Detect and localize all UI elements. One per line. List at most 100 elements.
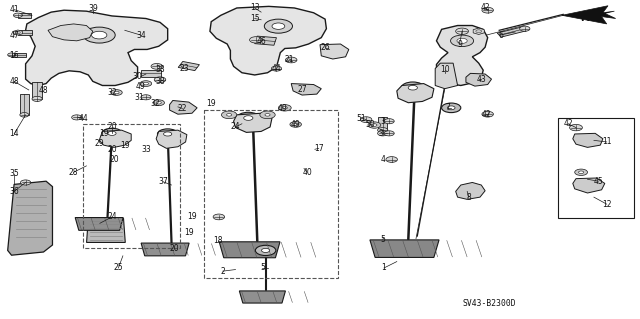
- Circle shape: [579, 171, 584, 174]
- Text: 38: 38: [155, 65, 165, 74]
- Text: 47: 47: [9, 31, 19, 40]
- Circle shape: [164, 132, 172, 136]
- Circle shape: [255, 245, 276, 256]
- Circle shape: [457, 38, 467, 43]
- Circle shape: [401, 82, 424, 93]
- Text: 24: 24: [107, 212, 117, 221]
- Circle shape: [278, 105, 291, 111]
- Circle shape: [282, 107, 287, 109]
- Text: 41: 41: [9, 5, 19, 14]
- Text: 49: 49: [291, 120, 301, 129]
- Text: 7: 7: [445, 103, 451, 112]
- Circle shape: [111, 90, 122, 95]
- Circle shape: [244, 116, 253, 120]
- Polygon shape: [573, 178, 605, 193]
- Polygon shape: [13, 30, 22, 35]
- Circle shape: [290, 122, 301, 127]
- Circle shape: [570, 124, 582, 131]
- Text: 16: 16: [9, 51, 19, 60]
- Text: 4: 4: [380, 155, 385, 164]
- Circle shape: [153, 100, 164, 106]
- Polygon shape: [48, 24, 93, 41]
- Text: 48: 48: [9, 77, 19, 86]
- Circle shape: [378, 131, 388, 136]
- Text: 44: 44: [78, 114, 88, 122]
- Polygon shape: [156, 130, 187, 148]
- Circle shape: [151, 63, 163, 69]
- Text: 44: 44: [271, 64, 282, 73]
- Circle shape: [83, 27, 115, 43]
- Circle shape: [250, 37, 262, 43]
- Circle shape: [156, 101, 161, 104]
- Polygon shape: [562, 6, 616, 24]
- Text: SV43-B2300D: SV43-B2300D: [463, 299, 516, 308]
- Polygon shape: [76, 218, 123, 230]
- Circle shape: [447, 106, 455, 110]
- Circle shape: [108, 131, 116, 135]
- Polygon shape: [573, 133, 603, 147]
- Text: 29: 29: [94, 139, 104, 148]
- Text: 49: 49: [136, 82, 146, 91]
- Text: 32: 32: [150, 99, 160, 108]
- Circle shape: [285, 57, 297, 63]
- Text: 36: 36: [9, 187, 19, 196]
- Text: 19: 19: [187, 212, 197, 221]
- Polygon shape: [473, 28, 484, 34]
- Circle shape: [378, 128, 388, 133]
- Text: 24: 24: [230, 122, 241, 131]
- Circle shape: [15, 31, 20, 34]
- Polygon shape: [26, 10, 168, 85]
- Polygon shape: [320, 44, 349, 59]
- Circle shape: [271, 66, 282, 71]
- Text: 19: 19: [206, 99, 216, 108]
- Polygon shape: [210, 6, 326, 75]
- Text: 49: 49: [278, 104, 288, 113]
- Polygon shape: [435, 63, 458, 89]
- Polygon shape: [32, 82, 42, 99]
- Text: 11: 11: [602, 137, 611, 146]
- Polygon shape: [239, 291, 285, 303]
- Polygon shape: [18, 13, 31, 18]
- Circle shape: [456, 28, 468, 34]
- Circle shape: [154, 77, 166, 83]
- Text: 22: 22: [178, 104, 187, 113]
- Polygon shape: [141, 243, 189, 256]
- Text: 48: 48: [38, 86, 49, 95]
- Polygon shape: [378, 117, 387, 130]
- Circle shape: [213, 214, 225, 220]
- Polygon shape: [456, 182, 485, 199]
- Circle shape: [408, 85, 417, 90]
- Circle shape: [141, 95, 151, 100]
- Text: 20: 20: [107, 145, 117, 154]
- Text: 9: 9: [457, 40, 462, 48]
- Polygon shape: [86, 219, 125, 242]
- Text: 25: 25: [113, 263, 124, 272]
- Text: 34: 34: [136, 31, 146, 40]
- Text: 3: 3: [378, 129, 383, 138]
- Text: 32: 32: [107, 88, 117, 97]
- Circle shape: [20, 180, 31, 185]
- Circle shape: [575, 169, 588, 175]
- Text: 26: 26: [320, 43, 330, 52]
- Text: 10: 10: [440, 65, 450, 74]
- Polygon shape: [12, 53, 26, 57]
- Text: 30: 30: [132, 72, 143, 81]
- Text: 5: 5: [260, 263, 265, 272]
- Polygon shape: [219, 242, 280, 258]
- Circle shape: [114, 91, 119, 94]
- Circle shape: [143, 82, 148, 85]
- Text: 20: 20: [107, 122, 117, 131]
- Polygon shape: [20, 94, 29, 115]
- Text: 1: 1: [381, 263, 387, 272]
- Circle shape: [102, 128, 122, 138]
- Text: 19: 19: [120, 141, 130, 150]
- Circle shape: [265, 114, 270, 116]
- Polygon shape: [99, 130, 131, 147]
- Circle shape: [482, 111, 493, 117]
- Circle shape: [237, 112, 260, 124]
- Circle shape: [157, 129, 178, 139]
- Circle shape: [386, 157, 397, 162]
- Text: 18: 18: [213, 236, 222, 245]
- Text: 17: 17: [314, 144, 324, 153]
- Polygon shape: [8, 181, 52, 255]
